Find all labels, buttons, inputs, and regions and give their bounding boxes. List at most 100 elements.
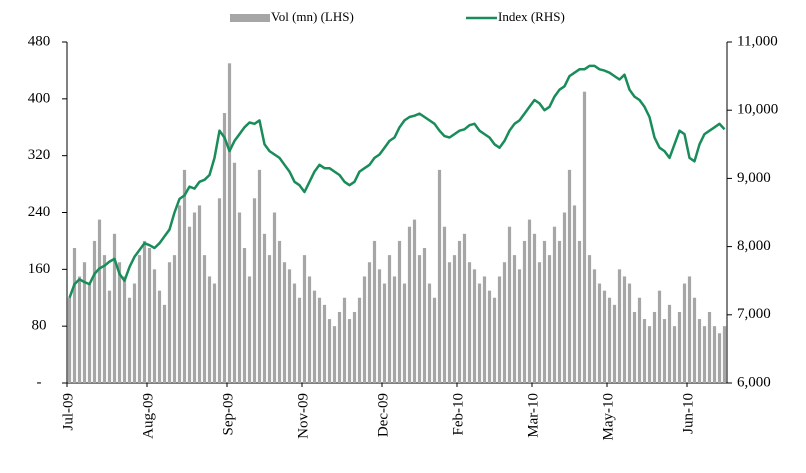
x-tick-label: Jul-09 (60, 393, 76, 431)
bar (347, 319, 352, 383)
bar (587, 255, 592, 383)
x-tick-label: Feb-10 (450, 393, 466, 436)
bar (687, 276, 692, 383)
index-line (68, 64, 726, 299)
bar (672, 326, 677, 383)
bar (712, 326, 717, 383)
y-tick-label: 160 (28, 261, 51, 277)
bar (302, 255, 307, 383)
bar (187, 226, 192, 383)
bar (122, 276, 127, 383)
bar (112, 233, 117, 383)
y-tick-label: 400 (28, 90, 51, 106)
bar (592, 269, 597, 383)
bar (387, 255, 392, 383)
bar (512, 255, 517, 383)
bar (442, 226, 447, 383)
y2-tick-label: 10,000 (737, 102, 778, 118)
bar (627, 283, 632, 383)
bar (297, 297, 302, 383)
y2-tick-label: 7,000 (737, 306, 771, 322)
bar (532, 233, 537, 383)
bar (402, 283, 407, 383)
bar (372, 240, 377, 383)
x-tick-label: Jun-10 (680, 393, 696, 434)
bar (682, 283, 687, 383)
bar (137, 255, 142, 383)
bar (307, 276, 312, 383)
bar (367, 262, 372, 383)
bar (172, 255, 177, 383)
bar (382, 283, 387, 383)
bar (217, 198, 222, 383)
y2-tick-label: 11,000 (737, 33, 778, 49)
bar (692, 297, 697, 383)
bar (317, 297, 322, 383)
bar (677, 311, 682, 383)
bar (152, 269, 157, 383)
bar (97, 219, 102, 383)
bar (457, 240, 462, 383)
legend-label: Vol (mn) (LHS) (271, 9, 354, 24)
legend-swatch (230, 14, 270, 22)
bar (337, 311, 342, 383)
bar (707, 311, 712, 383)
bar (167, 262, 172, 383)
bar (222, 113, 227, 384)
bar (602, 290, 607, 383)
bar (447, 262, 452, 383)
bar (487, 290, 492, 383)
bar (547, 255, 552, 383)
bar (257, 169, 262, 383)
bar (452, 255, 457, 383)
bar (472, 269, 477, 383)
bar (717, 333, 722, 383)
bar (642, 319, 647, 383)
bar (227, 63, 232, 383)
bar (87, 283, 92, 383)
bar (577, 240, 582, 383)
bar (437, 169, 442, 383)
bar (562, 212, 567, 383)
bar (522, 240, 527, 383)
legend-label: Index (RHS) (498, 9, 565, 24)
bar (237, 212, 242, 383)
bar (482, 276, 487, 383)
bar (127, 297, 132, 383)
bar (267, 255, 272, 383)
bar (252, 198, 257, 383)
bar (632, 311, 637, 383)
bar (242, 248, 247, 383)
bar (342, 297, 347, 383)
bar (207, 276, 212, 383)
bar (72, 248, 77, 383)
bar (702, 326, 707, 383)
bar (182, 169, 187, 383)
bar (537, 262, 542, 383)
bar (647, 326, 652, 383)
bar (652, 311, 657, 383)
bar (582, 91, 587, 384)
bar (132, 283, 137, 383)
bar (142, 240, 147, 383)
bar (392, 276, 397, 383)
bar (292, 283, 297, 383)
bar (177, 205, 182, 383)
x-tick-label: May-10 (600, 393, 616, 441)
x-tick-label: Nov-09 (295, 393, 311, 439)
bar (282, 262, 287, 383)
bar (422, 248, 427, 383)
bar (697, 319, 702, 383)
y2-tick-label: 8,000 (737, 238, 771, 254)
bar (197, 205, 202, 383)
y2-tick-label: 9,000 (737, 170, 771, 186)
bar (407, 226, 412, 383)
bar (332, 326, 337, 383)
x-tick-label: Sep-09 (220, 393, 236, 436)
bar (92, 240, 97, 383)
bar (567, 169, 572, 383)
bar (637, 297, 642, 383)
bar (67, 297, 72, 383)
